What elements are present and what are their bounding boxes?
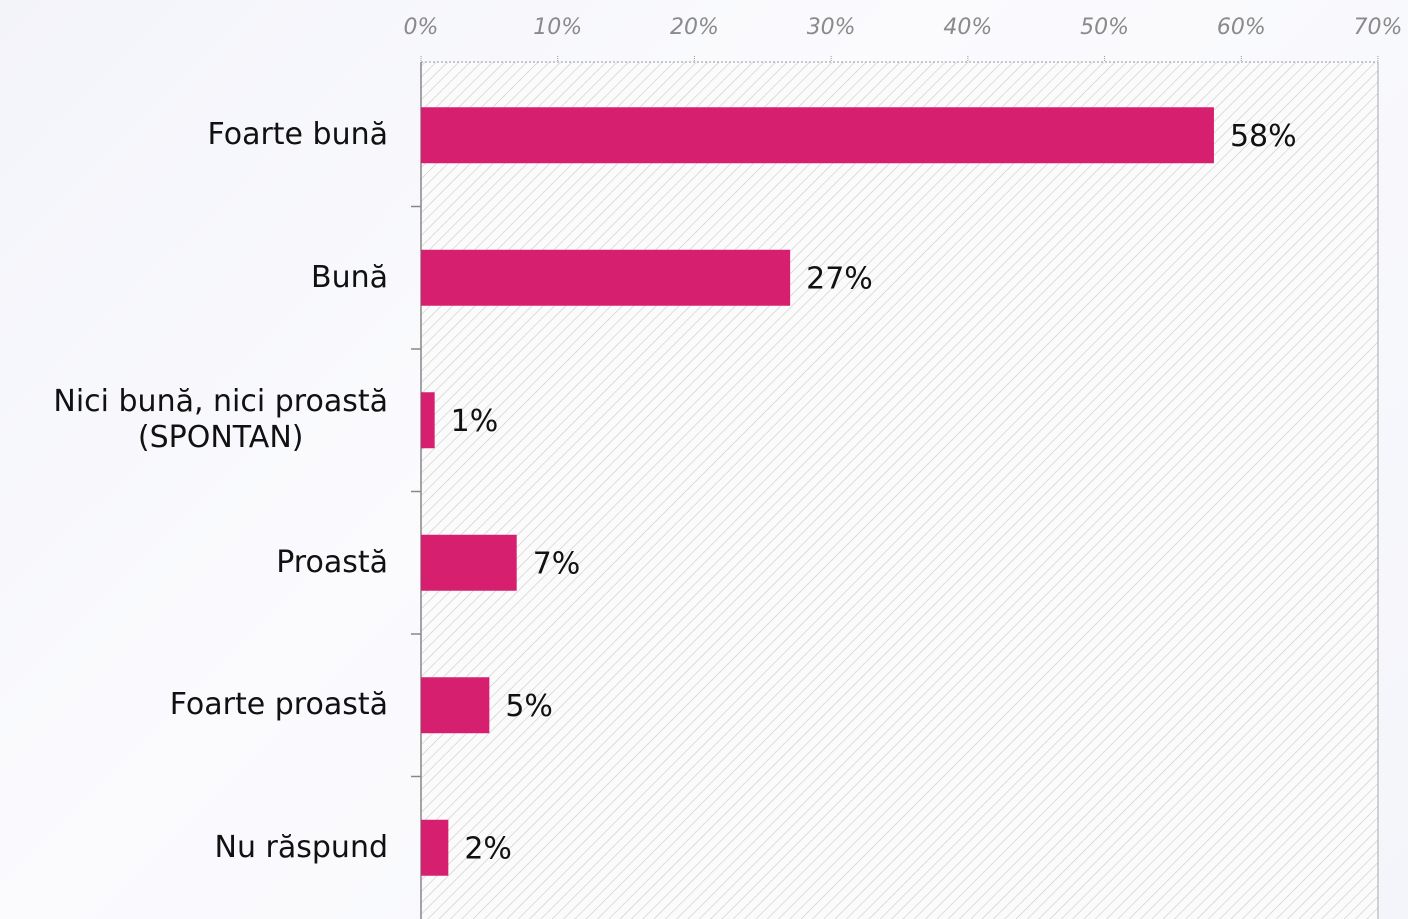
value-label: 58% — [1230, 119, 1297, 154]
bar — [421, 392, 435, 449]
category-label: Proastă — [276, 544, 388, 580]
x-tick-label: 70% — [1354, 15, 1403, 40]
bar — [421, 107, 1214, 164]
x-tick-label: 10% — [533, 15, 582, 40]
bar — [421, 819, 449, 876]
category-label: Bună — [311, 259, 388, 295]
x-tick-label: 0% — [404, 15, 439, 40]
category-label: Nici bună, nici proastă (SPONTAN) — [53, 384, 388, 456]
category-label: Nu răspund — [214, 829, 388, 865]
category-label: Foarte bună — [207, 117, 388, 153]
x-tick-label: 30% — [807, 15, 856, 40]
x-tick-label: 60% — [1217, 15, 1266, 40]
plot-hatch — [421, 62, 1378, 919]
value-label: 27% — [806, 261, 873, 296]
x-tick-label: 50% — [1080, 15, 1129, 40]
value-label: 2% — [464, 831, 512, 866]
bar — [421, 534, 517, 591]
x-tick-label: 40% — [943, 15, 992, 40]
value-label: 5% — [505, 689, 553, 724]
x-tick-label: 20% — [670, 15, 719, 40]
bar — [421, 249, 791, 306]
value-label: 1% — [451, 404, 499, 439]
bar — [421, 677, 490, 734]
value-label: 7% — [533, 546, 581, 581]
category-label: Foarte proastă — [169, 687, 388, 723]
